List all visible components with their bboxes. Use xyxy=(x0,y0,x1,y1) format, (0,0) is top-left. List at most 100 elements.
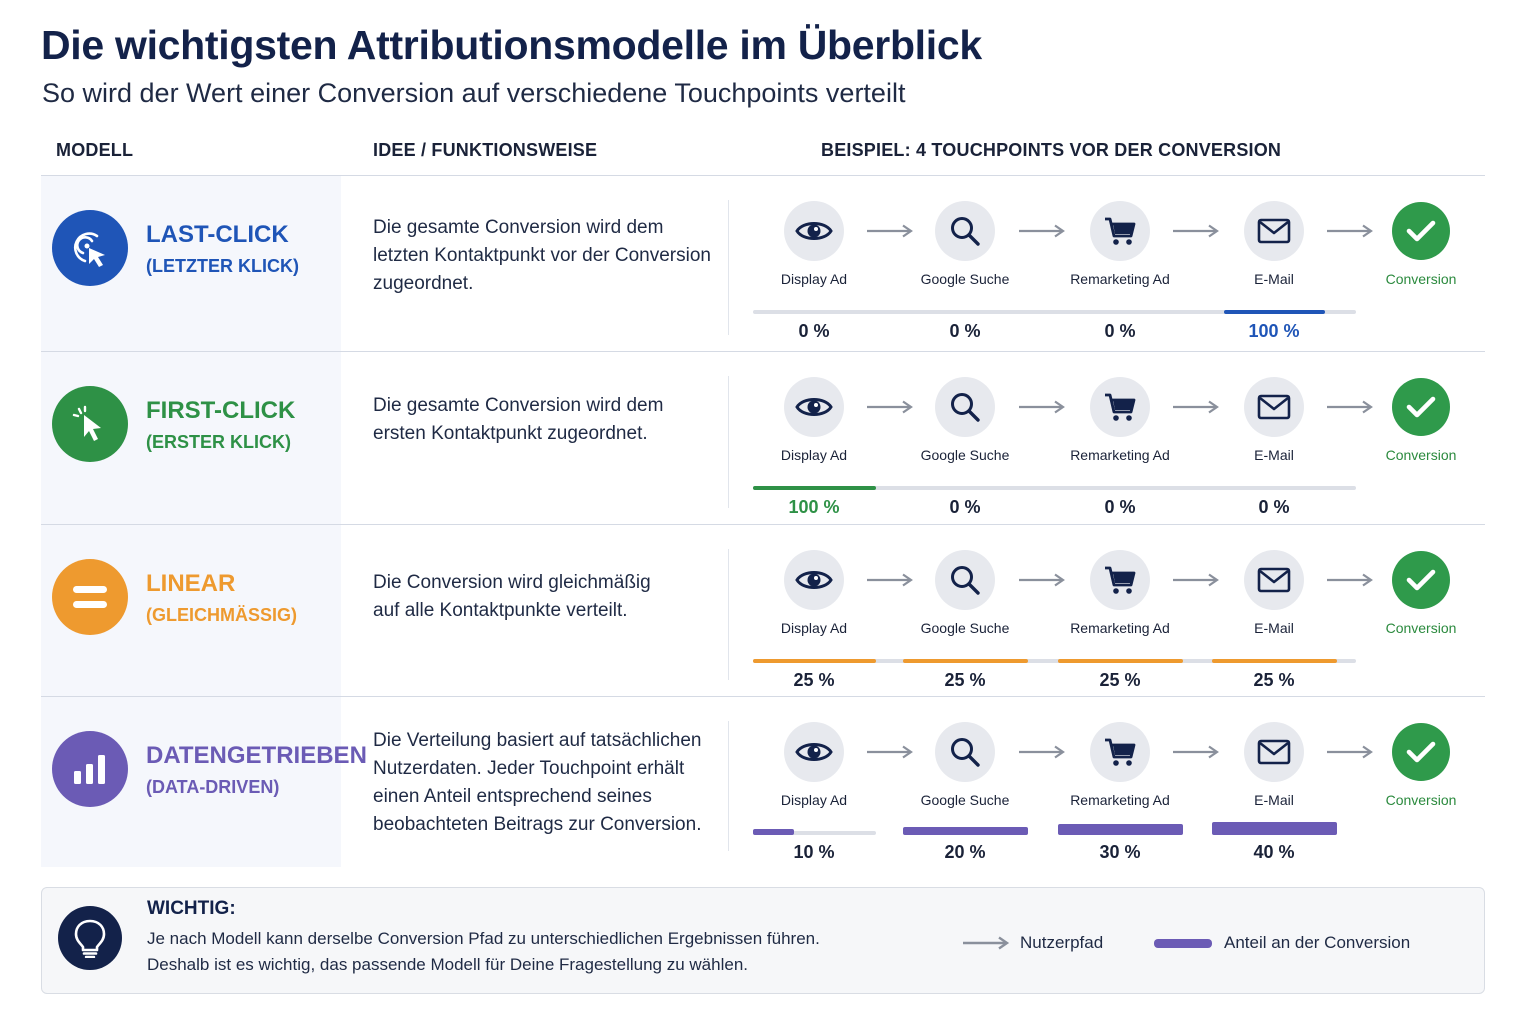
magnifier-icon xyxy=(935,550,995,610)
path-arrow-icon xyxy=(1018,224,1066,238)
eye-icon xyxy=(784,550,844,610)
column-header-idea: IDEE / FUNKTIONSWEISE xyxy=(373,140,598,160)
touchpoint-label: E-Mail xyxy=(1254,620,1294,636)
share-track xyxy=(753,831,876,835)
touchpoint-label: E-Mail xyxy=(1254,271,1294,287)
touchpoint-label: Google Suche xyxy=(920,447,1010,463)
share-track xyxy=(753,486,1356,490)
model-subtitle: (DATA-DRIVEN) xyxy=(146,777,280,797)
note-line-1: Je nach Modell kann derselbe Conversion … xyxy=(147,929,820,948)
conversion-label: Conversion xyxy=(1385,447,1457,463)
eye-icon xyxy=(784,201,844,261)
magnifier-icon xyxy=(935,377,995,437)
path-arrow-icon xyxy=(1326,400,1374,414)
eye-icon xyxy=(784,722,844,782)
share-value: 20 % xyxy=(944,842,986,862)
model-name: LINEAR xyxy=(146,570,236,597)
magnifier-icon xyxy=(935,201,995,261)
page-subtitle: So wird der Wert einer Conversion auf ve… xyxy=(42,78,906,108)
touchpoint-label: E-Mail xyxy=(1254,447,1294,463)
path-arrow-icon xyxy=(1326,745,1374,759)
note-text: Je nach Modell kann derselbe Conversion … xyxy=(147,926,820,978)
shopping-cart-icon xyxy=(1090,201,1150,261)
touchpoint-label: E-Mail xyxy=(1254,792,1294,808)
share-value: 25 % xyxy=(1253,670,1295,690)
envelope-icon xyxy=(1244,550,1304,610)
bar-chart-icon xyxy=(52,731,128,807)
conversion-checkmark-icon xyxy=(1392,551,1450,609)
magnifier-icon xyxy=(935,722,995,782)
touchpoint-label: Display Ad xyxy=(780,271,848,287)
row-divider xyxy=(41,351,1485,352)
lightbulb-icon xyxy=(58,906,122,970)
column-divider xyxy=(728,200,729,335)
share-bar xyxy=(753,486,876,490)
share-value: 25 % xyxy=(944,670,986,690)
model-name: LAST-CLICK xyxy=(146,221,289,248)
share-value: 10 % xyxy=(793,842,835,862)
path-arrow-icon xyxy=(1172,745,1220,759)
path-arrow-icon xyxy=(1172,224,1220,238)
conversion-checkmark-icon xyxy=(1392,202,1450,260)
share-value: 0 % xyxy=(1104,321,1136,341)
share-value: 25 % xyxy=(1099,670,1141,690)
share-bar xyxy=(903,826,1028,835)
share-value: 25 % xyxy=(793,670,835,690)
path-arrow-icon xyxy=(866,400,914,414)
touchpoint-label: Google Suche xyxy=(920,620,1010,636)
share-value: 30 % xyxy=(1099,842,1141,862)
share-bar xyxy=(1058,659,1183,663)
model-row-first-click: FIRST-CLICK (ERSTER KLICK) Die gesamte Con… xyxy=(41,352,1485,524)
row-divider xyxy=(41,524,1485,525)
model-row-linear: LINEAR (GLEICHMÄSSIG) Die Conversion wird … xyxy=(41,525,1485,696)
conversion-checkmark-icon xyxy=(1392,723,1450,781)
touchpoint-label: Remarketing Ad xyxy=(1070,792,1170,808)
share-bar xyxy=(1212,659,1337,663)
share-value: 100 % xyxy=(1248,321,1300,341)
page-title: Die wichtigsten Attributionsmodelle im Ü… xyxy=(41,22,982,68)
share-bar xyxy=(1212,822,1337,835)
touchpoint-label: Remarketing Ad xyxy=(1070,271,1170,287)
path-arrow-icon xyxy=(1326,224,1374,238)
path-arrow-icon xyxy=(1018,573,1066,587)
equals-icon xyxy=(52,559,128,635)
share-bar xyxy=(903,659,1028,663)
share-value: 100 % xyxy=(788,497,840,517)
touchpoint-label: Remarketing Ad xyxy=(1070,447,1170,463)
model-description: Die Verteilung basiert auf tatsächlichen… xyxy=(373,730,702,835)
model-description: Die gesamte Conversion wird dem letzten … xyxy=(373,217,711,294)
path-arrow-icon xyxy=(866,224,914,238)
path-arrow-icon xyxy=(866,573,914,587)
touchpoint-label: Remarketing Ad xyxy=(1070,620,1170,636)
touchpoint-label: Display Ad xyxy=(780,792,848,808)
model-subtitle: (ERSTER KLICK) xyxy=(146,432,291,452)
share-value: 0 % xyxy=(798,321,830,341)
legend-path-label: Nutzerpfad xyxy=(1020,933,1104,952)
column-divider xyxy=(728,376,729,508)
model-row-last-click: LAST-CLICK (LETZTER KLICK) Die gesamte Con… xyxy=(41,176,1485,351)
note-line-2: Deshalb ist es wichtig, das passende Mod… xyxy=(147,955,748,974)
share-track xyxy=(753,659,1356,663)
shopping-cart-icon xyxy=(1090,722,1150,782)
envelope-icon xyxy=(1244,201,1304,261)
conversion-label: Conversion xyxy=(1385,792,1457,808)
path-arrow-icon xyxy=(866,745,914,759)
shopping-cart-icon xyxy=(1090,377,1150,437)
share-value: 0 % xyxy=(1104,497,1136,517)
share-track xyxy=(753,310,1356,314)
important-note: WICHTIG: Je nach Modell kann derselbe Co… xyxy=(41,887,1485,994)
column-divider xyxy=(728,721,729,851)
path-arrow-icon xyxy=(1018,745,1066,759)
touchpoint-label: Display Ad xyxy=(780,620,848,636)
path-arrow-icon xyxy=(1018,400,1066,414)
model-name: FIRST-CLICK xyxy=(146,397,296,424)
column-header-model: MODELL xyxy=(56,140,134,160)
path-arrow-icon xyxy=(1172,573,1220,587)
column-header-example: BEISPIEL: 4 TOUCHPOINTS VOR DER CONVERSI… xyxy=(821,140,1282,160)
legend-share-label: Anteil an der Conversion xyxy=(1224,933,1411,952)
share-value: 40 % xyxy=(1253,842,1295,862)
share-bar xyxy=(1058,824,1183,835)
touchpoint-label: Google Suche xyxy=(920,271,1010,287)
model-subtitle: (LETZTER KLICK) xyxy=(146,256,299,276)
share-value: 0 % xyxy=(949,497,981,517)
